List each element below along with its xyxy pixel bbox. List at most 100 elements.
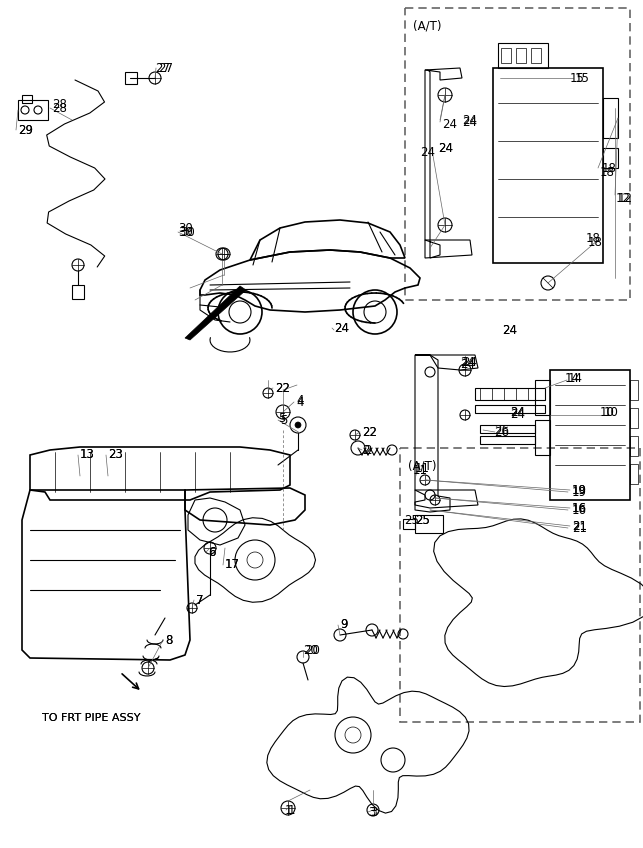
Text: 3: 3 <box>368 806 376 818</box>
Text: 19: 19 <box>572 486 587 499</box>
Text: 24: 24 <box>510 405 525 419</box>
Bar <box>535 420 550 455</box>
Text: 26: 26 <box>494 426 509 438</box>
Text: 24: 24 <box>460 359 475 371</box>
Bar <box>405 8 630 300</box>
Text: 21: 21 <box>572 520 587 533</box>
Text: 29: 29 <box>18 124 33 137</box>
Text: 18: 18 <box>602 161 617 175</box>
Polygon shape <box>185 286 246 340</box>
Bar <box>125 72 137 84</box>
Text: 8: 8 <box>165 633 172 646</box>
Text: 23: 23 <box>108 449 123 461</box>
Text: 22: 22 <box>275 382 290 394</box>
Text: 16: 16 <box>572 501 587 515</box>
Text: 17: 17 <box>225 559 240 572</box>
Text: 24: 24 <box>438 142 453 154</box>
Bar <box>400 448 640 722</box>
Bar <box>630 464 638 484</box>
Bar <box>630 436 638 456</box>
Text: 16: 16 <box>572 501 587 515</box>
Text: 22: 22 <box>275 382 290 394</box>
Text: 24: 24 <box>462 355 477 369</box>
Text: 24: 24 <box>510 405 525 419</box>
Text: 23: 23 <box>108 449 123 461</box>
Text: 15: 15 <box>570 71 585 85</box>
Text: 24: 24 <box>462 114 477 126</box>
Bar <box>531 48 541 63</box>
Text: 5: 5 <box>280 414 287 427</box>
Bar <box>498 43 548 68</box>
Bar <box>516 48 526 63</box>
Text: (A/T): (A/T) <box>408 460 437 472</box>
Text: 8: 8 <box>165 633 172 646</box>
Text: 22: 22 <box>362 426 377 438</box>
Text: 1: 1 <box>285 804 293 817</box>
Text: 24: 24 <box>462 115 477 129</box>
Text: 27: 27 <box>158 62 173 75</box>
Text: 9: 9 <box>340 618 347 632</box>
Text: 6: 6 <box>208 545 215 559</box>
Bar <box>630 380 638 400</box>
Text: 19: 19 <box>572 483 587 496</box>
Text: 24: 24 <box>442 119 457 131</box>
Text: 24: 24 <box>334 321 349 334</box>
Bar <box>493 68 603 263</box>
Text: 11: 11 <box>415 461 430 475</box>
Bar <box>403 519 415 529</box>
Bar <box>18 100 48 120</box>
Bar <box>501 48 511 63</box>
Text: 20: 20 <box>303 644 318 656</box>
Text: 2: 2 <box>364 444 372 456</box>
Text: 13: 13 <box>80 449 95 461</box>
Bar <box>480 425 535 433</box>
Text: 22: 22 <box>362 426 377 438</box>
Text: 7: 7 <box>196 594 203 606</box>
Text: 6: 6 <box>208 545 215 559</box>
Text: 24: 24 <box>438 142 453 154</box>
Text: 5: 5 <box>278 411 285 425</box>
Text: 15: 15 <box>575 71 590 85</box>
Text: 3: 3 <box>370 806 377 818</box>
Text: 25: 25 <box>415 514 430 527</box>
Bar <box>22 95 32 103</box>
Text: 10: 10 <box>604 405 619 419</box>
Text: 2: 2 <box>362 444 370 456</box>
Text: 24: 24 <box>334 321 349 334</box>
Bar <box>603 148 618 168</box>
Bar <box>630 408 638 428</box>
Text: 24: 24 <box>502 323 517 337</box>
Text: (A/T): (A/T) <box>413 20 442 32</box>
Text: 30: 30 <box>178 226 193 238</box>
Text: 7: 7 <box>196 594 203 606</box>
Text: 18: 18 <box>588 236 603 248</box>
Bar <box>415 515 443 533</box>
Bar <box>72 285 84 299</box>
Text: 1: 1 <box>288 804 296 817</box>
Text: 26: 26 <box>494 423 509 437</box>
Bar <box>603 98 618 138</box>
Text: 24: 24 <box>510 408 525 421</box>
Bar <box>475 388 545 400</box>
Text: TO FRT PIPE ASSY: TO FRT PIPE ASSY <box>42 713 141 723</box>
Text: 25: 25 <box>404 514 419 527</box>
Text: 28: 28 <box>52 102 67 114</box>
Text: 16: 16 <box>572 504 587 516</box>
Text: 24: 24 <box>502 323 517 337</box>
Text: 4: 4 <box>296 393 303 406</box>
Text: 9: 9 <box>340 618 347 632</box>
Circle shape <box>295 422 301 428</box>
Text: 4: 4 <box>296 395 303 409</box>
Text: 29: 29 <box>18 124 33 137</box>
Text: 20: 20 <box>305 644 320 656</box>
Bar <box>535 380 550 415</box>
Text: 14: 14 <box>568 371 583 384</box>
Text: TO FRT PIPE ASSY: TO FRT PIPE ASSY <box>42 713 141 723</box>
Text: 30: 30 <box>178 221 193 235</box>
Text: 12: 12 <box>616 192 631 204</box>
Text: 10: 10 <box>600 405 615 419</box>
Text: 14: 14 <box>565 371 580 384</box>
Text: 27: 27 <box>155 62 170 75</box>
Text: 24: 24 <box>460 355 475 369</box>
Text: 13: 13 <box>80 449 95 461</box>
